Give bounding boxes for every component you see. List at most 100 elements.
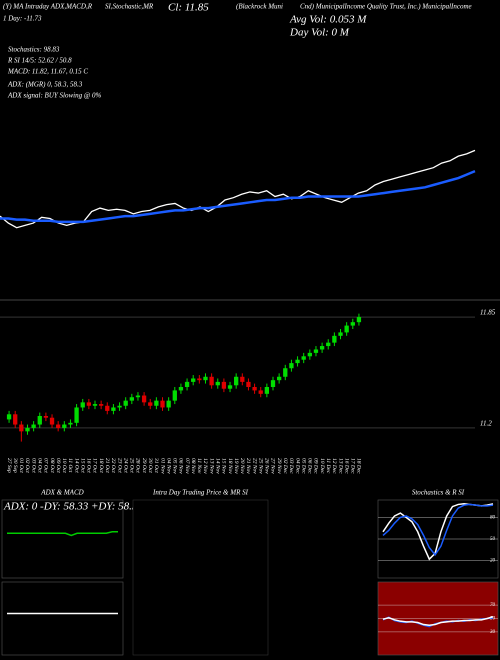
x-tick-label: 01 Nov [159,458,165,474]
x-tick-label: 25 Nov [257,458,263,474]
y-tick-label: 50 [490,617,496,622]
candle-body [191,378,196,382]
x-tick-label: 20 Nov [239,458,245,474]
x-tick-label: 04 Dec [294,458,301,474]
x-tick-label: 16 Dec [343,458,349,474]
y-tick-label: 20 [490,559,496,564]
candle-body [246,381,251,387]
stat: R SI 14/5: 52.62 / 50.8 [7,57,72,65]
y-tick-label: 50 [490,537,496,542]
x-tick-label: 24 Oct [122,458,129,473]
candle-body [98,404,104,406]
x-tick-label: 26 Nov [264,458,270,474]
line [382,616,494,626]
x-tick-label: 06 Dec [307,458,313,474]
candle-body [252,387,257,391]
candle-body [276,376,282,381]
x-tick-label: 07 Nov [184,458,190,474]
x-tick-label: 09 Oct [55,458,61,473]
stat: ADX signal: BUY Slowing @ 0% [7,92,102,100]
x-tick-label: 12 Nov [202,458,208,474]
x-tick-label: 01 Oct [18,458,24,473]
candle-body [234,376,239,386]
candle-body [338,332,343,336]
candle-body [31,424,36,428]
header-text: (Y) MA Intraday ADX,MACD,R [3,3,93,11]
x-tick-label: 17 Oct [92,458,98,473]
candle-body [264,387,270,394]
candle-body [307,352,312,357]
candle-body [74,407,79,423]
x-tick-label: 12 Dec [331,458,337,474]
candle-body [6,414,12,420]
x-tick-label: 11 Oct [67,458,73,473]
header-text: Cnd) MunicipalIncome Quality Trust, Inc.… [300,3,472,11]
candle-body [43,416,49,418]
day-change: 1 Day: -11.73 [3,15,42,23]
candle-body [62,424,67,428]
x-tick-label: 11 Nov [196,458,202,474]
candle-body [129,397,134,401]
panel-title: Intra Day Trading Price & MR SI [152,489,249,497]
candle-body [111,407,116,411]
avg-vol: Avg Vol: 0.053 M [289,14,367,26]
stat: Stochastics: 98.83 [8,46,60,54]
x-tick-label: 14 Oct [73,458,80,473]
candle-body [56,424,61,428]
x-tick-label: 15 Nov [221,458,227,474]
x-tick-label: 27 Nov [270,458,276,474]
panel [1,499,124,579]
annotation: ADX: 0 -DY: 58.33 +DY: 58.33 [3,501,143,513]
x-tick-label: 04 Nov [165,458,172,474]
candle-body [350,322,355,326]
candle-body [326,342,331,347]
candle-body [289,363,294,369]
y-tick-label: 80 [490,516,496,521]
candle-body [86,402,92,406]
x-tick-label: 19 Nov [233,458,239,474]
x-tick-label: 03 Dec [288,458,294,474]
x-tick-label: 08 Nov [190,458,196,474]
candle-body [172,390,177,401]
x-tick-label: 02 Dec [282,458,288,474]
x-tick-label: 27 Sep [6,458,12,473]
candle-body [184,381,190,387]
panel [132,499,269,656]
candle-body [356,317,362,323]
candle-body [270,380,276,387]
x-tick-label: 08 Oct [49,458,55,473]
panel [1,581,124,656]
x-tick-label: 04 Oct [36,458,43,473]
y-tick-label: 11.85 [480,309,496,317]
candle-body [319,346,325,350]
y-tick-label: 70 [490,603,496,608]
candle-body [197,378,202,381]
candle-body [117,405,122,408]
x-tick-label: 18 Oct [98,458,104,473]
x-tick-label: 15 Oct [79,458,85,473]
x-tick-label: 09 Dec [313,458,319,474]
candle-body [221,381,227,389]
candle-body [178,387,184,391]
panel-title: ADX & MACD [40,489,83,497]
x-tick-label: 30 Sep [12,457,18,473]
candle-body [123,400,128,406]
candle-body [92,404,98,406]
candle-body [141,395,147,403]
x-tick-label: 29 Nov [276,458,282,474]
x-tick-label: 05 Nov [172,458,178,474]
line [0,169,476,224]
candle-body [135,395,141,398]
candle-body [344,325,349,333]
candle-body [240,376,245,382]
candle-body [105,405,110,411]
candle-body [80,402,85,408]
x-tick-label: 23 Oct [116,458,122,473]
candle-body [209,376,214,386]
candle-body [332,335,337,343]
x-tick-label: 03 Oct [30,458,36,473]
header-text: (Blackrock Muni [236,3,283,11]
candle-body [295,359,300,364]
candle-body [313,349,319,353]
stat: MACD: 11.82, 11.67, 0.15 C [7,68,88,76]
